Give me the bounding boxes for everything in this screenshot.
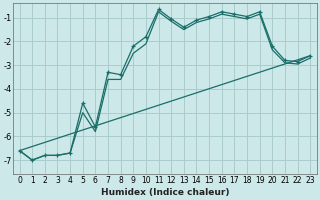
X-axis label: Humidex (Indice chaleur): Humidex (Indice chaleur) <box>100 188 229 197</box>
